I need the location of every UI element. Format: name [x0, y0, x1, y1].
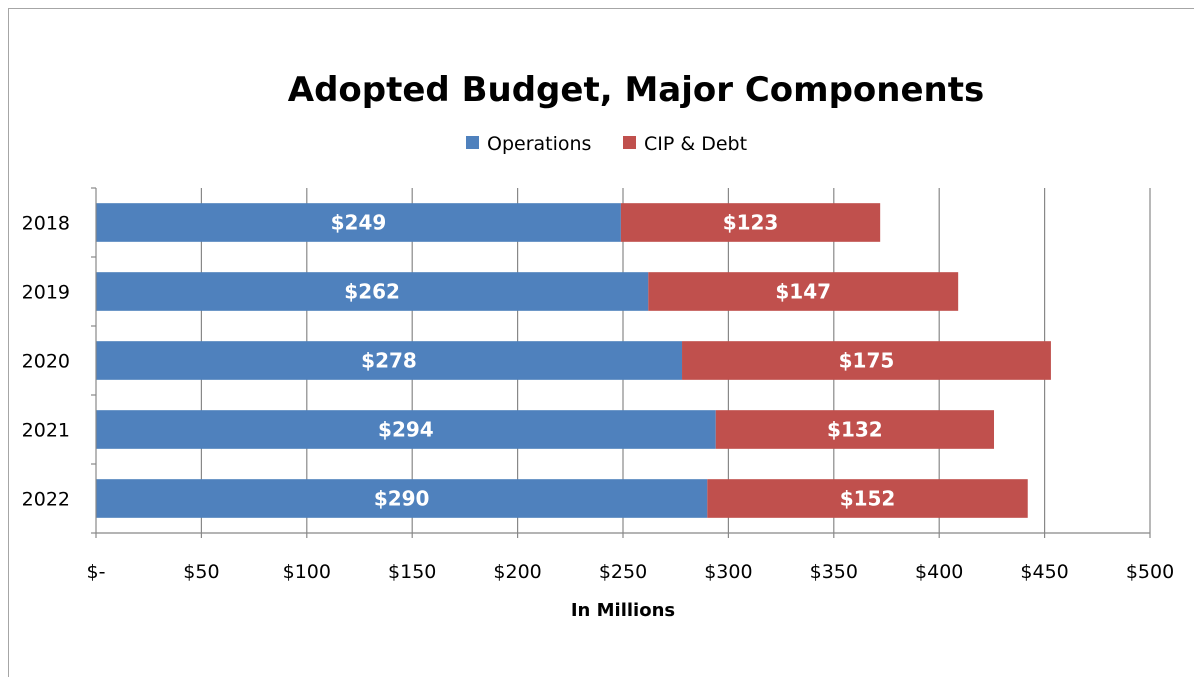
chart-title: Adopted Budget, Major Components — [288, 70, 985, 110]
bar-2020-cip-debt — [682, 341, 1051, 380]
x-axis-tick-labels: $- $50 $100 $150 $200 $250 $300 $350 $400 $450 $50… — [87, 561, 1175, 583]
x-tick-label-1: $50 — [183, 561, 219, 583]
bars — [96, 203, 1051, 518]
bar-2019-operations — [96, 272, 649, 311]
data-label-2018-1: $123 — [723, 211, 779, 235]
y-tick-label-2019: 2019 — [22, 282, 70, 304]
bar-2022-cip-debt — [707, 479, 1028, 518]
data-label-2019-0: $262 — [344, 280, 400, 304]
y-tick-label-2020: 2020 — [22, 351, 70, 373]
x-tick-label-9: $450 — [1020, 561, 1068, 583]
data-label-2021-0: $294 — [378, 418, 434, 442]
x-tick-label-4: $200 — [493, 561, 541, 583]
y-tick-label-2021: 2021 — [22, 420, 70, 442]
bar-2021-cip-debt — [715, 410, 995, 449]
y-tick-label-2018: 2018 — [22, 213, 70, 235]
y-axis-tick-labels: 2018 2019 2020 2021 2022 — [22, 213, 70, 511]
legend-label-1: CIP & Debt — [644, 133, 747, 155]
x-tick-label-8: $400 — [915, 561, 963, 583]
data-label-2019-1: $147 — [775, 280, 831, 304]
legend-swatch-1 — [623, 136, 636, 149]
bar-2021-operations — [96, 410, 716, 449]
data-label-2020-0: $278 — [361, 349, 417, 373]
data-label-2022-0: $290 — [374, 487, 430, 511]
bar-2018-cip-debt — [620, 203, 881, 242]
bar-2022-operations — [96, 479, 708, 518]
x-tick-label-7: $350 — [810, 561, 858, 583]
x-tick-label-6: $300 — [704, 561, 752, 583]
y-tick-label-2022: 2022 — [22, 489, 70, 511]
x-tick-label-5: $250 — [599, 561, 647, 583]
x-tick-label-2: $100 — [283, 561, 331, 583]
legend-label-0: Operations — [487, 133, 591, 155]
x-tick-label-0: $- — [87, 561, 106, 583]
data-label-2018-0: $249 — [331, 211, 387, 235]
bar-2018-operations — [96, 203, 621, 242]
data-label-2022-1: $152 — [840, 487, 896, 511]
bar-data-labels: $249 $123 $262 $147 $278 $175 $294 $132 $290 $152 — [331, 211, 896, 511]
axes — [91, 187, 1151, 538]
x-tick-label-3: $150 — [388, 561, 436, 583]
data-label-2020-1: $175 — [839, 349, 895, 373]
bar-2019-cip-debt — [648, 272, 959, 311]
bar-2020-operations — [96, 341, 683, 380]
legend-swatch-0 — [466, 136, 479, 149]
x-axis-label: In Millions — [571, 600, 675, 621]
data-label-2021-1: $132 — [827, 418, 883, 442]
legend: Operations CIP & Debt — [466, 133, 747, 155]
x-tick-label-10: $500 — [1126, 561, 1174, 583]
